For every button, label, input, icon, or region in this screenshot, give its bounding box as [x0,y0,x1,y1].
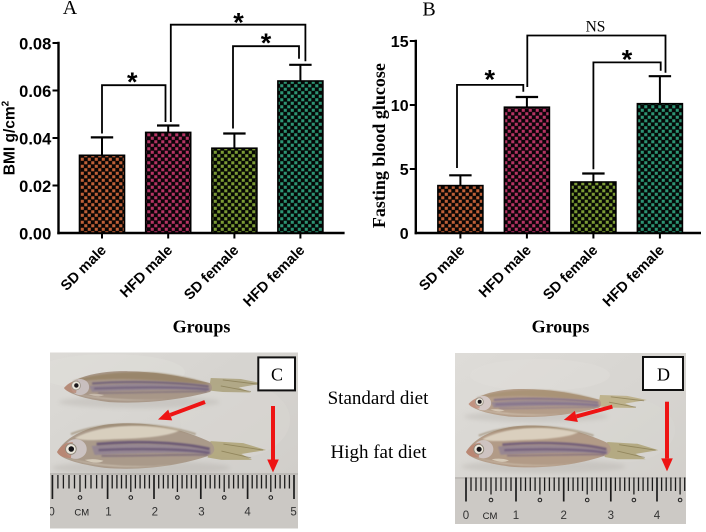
svg-text:0: 0 [400,226,409,243]
svg-text:5: 5 [400,162,409,179]
svg-text:0.06: 0.06 [19,83,51,101]
svg-text:0.00: 0.00 [19,225,51,243]
svg-text:0.08: 0.08 [19,35,51,53]
svg-text:C: C [271,365,283,385]
svg-text:Fasting blood glucose: Fasting blood glucose [369,63,389,228]
svg-text:3: 3 [608,510,614,522]
svg-text:High fat diet: High fat diet [330,442,427,463]
svg-text:CM: CM [74,508,89,519]
svg-text:15: 15 [391,34,409,51]
svg-text:Standard diet: Standard diet [328,388,430,409]
svg-text:D: D [657,365,670,385]
svg-text:B: B [422,0,435,20]
svg-text:0.04: 0.04 [19,130,52,148]
svg-text:4: 4 [654,510,661,522]
svg-text:0: 0 [463,510,469,522]
svg-text:5: 5 [290,507,296,519]
svg-text:*: * [233,7,244,37]
svg-text:BMI g/cm2: BMI g/cm2 [1,100,19,175]
svg-text:3: 3 [198,507,204,519]
svg-text:*: * [622,45,633,75]
svg-text:2: 2 [152,507,158,519]
svg-text:2: 2 [560,510,566,522]
svg-text:*: * [127,67,138,97]
svg-text:A: A [63,0,78,19]
svg-text:4: 4 [244,507,251,519]
svg-text:*: * [485,65,496,95]
svg-text:CM: CM [483,511,498,522]
svg-text:1: 1 [105,507,111,519]
svg-text:0.02: 0.02 [19,178,51,196]
svg-text:1: 1 [513,510,519,522]
svg-text:Groups: Groups [173,317,231,337]
svg-text:0: 0 [48,507,54,519]
svg-text:NS: NS [586,19,606,36]
svg-text:10: 10 [391,98,409,115]
svg-text:*: * [261,28,272,58]
svg-text:Groups: Groups [532,317,590,337]
